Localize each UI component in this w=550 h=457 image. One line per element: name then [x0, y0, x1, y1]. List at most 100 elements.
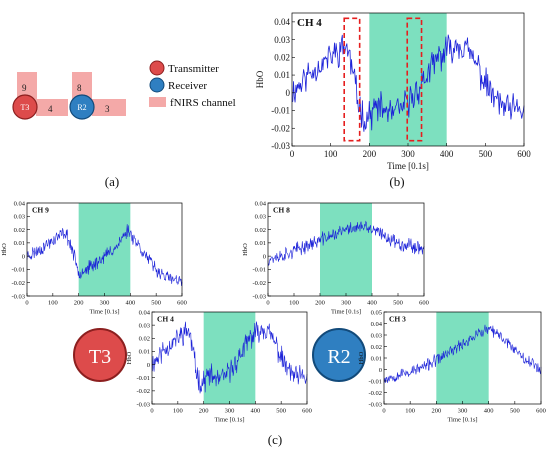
y-tick-label: -0.03: [271, 141, 290, 151]
y-tick-label: -0.03: [368, 401, 382, 408]
stimulus-band: [436, 312, 489, 404]
signal-line: [26, 224, 183, 287]
y-axis-label: HbO: [126, 351, 133, 364]
legend-receiver-label: Receiver: [168, 80, 207, 92]
legend-transmitter-label: Transmitter: [168, 63, 219, 75]
channel-3-bar: [92, 99, 126, 116]
y-tick-label: 0.01: [274, 70, 290, 80]
y-axis-label: HbO: [358, 351, 365, 364]
legend-receiver-icon: [149, 77, 165, 93]
x-tick-label: 600: [302, 408, 312, 415]
y-tick-label: -0.01: [136, 375, 150, 382]
y-tick-label: 0.03: [139, 322, 150, 329]
y-tick-label: -0.02: [368, 390, 382, 397]
stimulus-band: [203, 312, 256, 404]
signal-line: [267, 220, 425, 266]
x-axis-label: Time [0.1s]: [447, 416, 477, 423]
channel-4-label: 4: [48, 104, 53, 114]
y-tick-label: -0.03: [136, 401, 150, 408]
chart-ch8: 0 100 200 300 400 500 600 -0.03 -0.02 -0.01 0 0.01 0…: [242, 200, 429, 315]
x-tick-label: 400: [125, 300, 135, 307]
big-receiver-label: R2: [327, 346, 350, 368]
chart-title: CH 9: [32, 206, 49, 215]
x-tick-label: 200: [315, 300, 325, 307]
y-axis-label: HbO: [1, 243, 8, 256]
x-tick-label: 300: [401, 149, 415, 159]
y-tick-label: 0: [379, 367, 382, 374]
transmitter-node: [12, 94, 38, 120]
x-tick-label: 200: [199, 408, 209, 415]
channel-3-label: 3: [105, 104, 110, 114]
stimulus-band: [320, 203, 372, 296]
y-tick-label: 0: [147, 362, 150, 369]
y-tick-label: 0.01: [139, 349, 150, 356]
channel-8-label: 8: [77, 83, 82, 93]
y-tick-label: 0.03: [371, 332, 382, 339]
stimulus-band: [78, 203, 131, 296]
charts: 0 100 200 300 400 500 600-0.03-0.02-0.0100.010…: [1, 12, 546, 423]
highlight-box: [343, 17, 361, 142]
x-tick-label: 0: [266, 300, 269, 307]
x-tick-label: 300: [100, 300, 110, 307]
chart-ch4_main: 0 100 200 300 400 500 600 -0.03 -0.02 -0.01 0 0.01 0…: [255, 12, 531, 171]
y-tick-label: -0.02: [271, 123, 290, 133]
x-tick-label: 0: [25, 300, 28, 307]
channel-9-label: 9: [22, 83, 27, 93]
transmitter-node-label: T3: [21, 103, 30, 112]
x-tick-label: 100: [405, 408, 415, 415]
x-tick-label: 200: [431, 408, 441, 415]
legend-channel-label: fNIRS channel: [170, 97, 236, 109]
x-axis-label: Time [0.1s]: [387, 161, 429, 171]
chart-ch3: 0 100 200 300 400 500 600 -0.03 -0.02 -0.01 0 0.01 0…: [358, 309, 546, 423]
y-tick-label: -0.01: [271, 106, 290, 116]
x-tick-label: 200: [363, 149, 377, 159]
y-tick-label: 0.04: [274, 17, 290, 27]
chart-ch9: 0 100 200 300 400 500 600 -0.03 -0.02 -0.01 0 0.01 0…: [1, 200, 187, 315]
y-tick-label: -0.03: [252, 293, 266, 300]
legend: Transmitter Receiver fNIRS channel: [149, 60, 236, 109]
chart-title: CH 3: [389, 315, 406, 324]
chart-title: CH 4: [157, 315, 174, 324]
x-tick-label: 300: [341, 300, 351, 307]
x-tick-label: 100: [324, 149, 338, 159]
legend-transmitter-icon: [149, 60, 165, 76]
big-transmitter-circle: [73, 328, 127, 382]
y-tick-label: 0.03: [274, 35, 290, 45]
x-tick-label: 100: [173, 408, 183, 415]
signal-line: [151, 321, 308, 394]
panel-label-a: (a): [105, 174, 119, 189]
y-tick-label: 0.02: [255, 227, 266, 234]
x-tick-label: 500: [276, 408, 286, 415]
x-tick-label: 600: [536, 408, 546, 415]
x-tick-label: 500: [510, 408, 520, 415]
y-tick-label: 0: [286, 88, 291, 98]
channel-4-bar: [36, 99, 68, 116]
y-tick-label: 0.01: [14, 240, 25, 247]
y-tick-label: 0: [22, 253, 25, 260]
x-tick-label: 100: [48, 300, 58, 307]
y-tick-label: 0.02: [14, 227, 25, 234]
x-tick-label: 0: [290, 149, 295, 159]
y-tick-label: -0.01: [252, 267, 266, 274]
x-tick-label: 600: [517, 149, 531, 159]
y-tick-label: 0.01: [371, 355, 382, 362]
y-tick-label: 0.04: [255, 200, 267, 207]
chart-title: CH 4: [297, 17, 322, 29]
x-tick-label: 400: [367, 300, 377, 307]
y-tick-label: 0.02: [139, 336, 150, 343]
y-tick-label: 0.04: [14, 200, 26, 207]
x-tick-label: 500: [479, 149, 493, 159]
channel-8-bar: [72, 72, 92, 102]
chart-title: CH 8: [273, 206, 290, 215]
y-tick-label: 0.03: [14, 214, 25, 221]
big-receiver: R2: [312, 328, 366, 382]
y-tick-label: -0.02: [252, 280, 266, 287]
y-tick-label: -0.02: [11, 280, 25, 287]
x-tick-label: 500: [393, 300, 403, 307]
y-tick-label: 0.04: [139, 309, 151, 316]
x-tick-label: 300: [458, 408, 468, 415]
big-receiver-circle: [312, 328, 366, 382]
chart-ch4_small: 0 100 200 300 400 500 600 -0.03 -0.02 -0.01 0 0.01 0…: [126, 309, 312, 423]
signal-line: [383, 324, 542, 384]
